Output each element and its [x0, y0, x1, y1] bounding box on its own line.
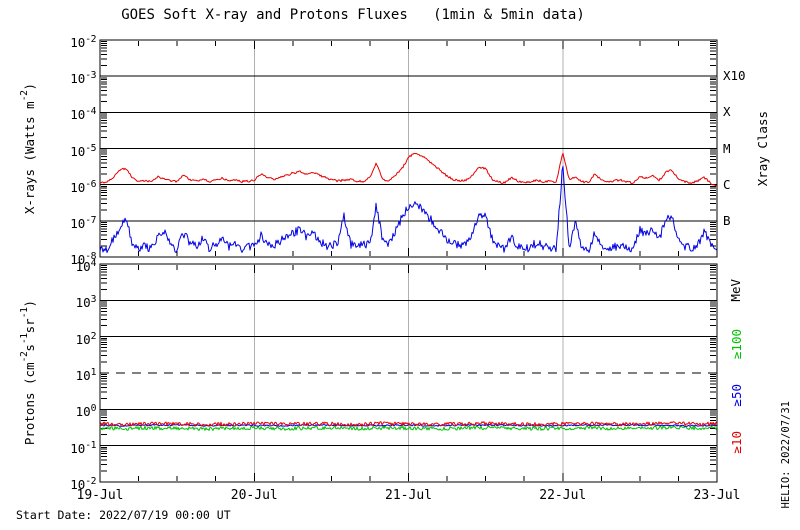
xray-long-flux-trace	[99, 152, 718, 187]
y-tick-label: 10-2	[70, 34, 96, 51]
y-tick-label: 10-1	[70, 439, 96, 456]
y-tick-label: 101	[75, 367, 97, 384]
x-tick-label: 22-Jul	[539, 488, 587, 503]
x-tick-label: 19-Jul	[76, 488, 124, 503]
xray-class-label: C	[723, 176, 731, 192]
xray-class-axis-title: Xray Class	[754, 110, 770, 187]
y-tick-label: 10-4	[70, 106, 96, 123]
xray-class-label: X10	[723, 68, 746, 84]
start-date-label: Start Date: 2022/07/19 00:00 UT	[16, 508, 231, 522]
x-tick-label: 20-Jul	[230, 488, 278, 503]
xray-class-label: X	[723, 104, 731, 120]
x-tick-label: 21-Jul	[385, 488, 432, 503]
y-tick-label: 102	[75, 330, 97, 347]
y-tick-label: 10-5	[70, 142, 96, 159]
protons-ge100MeV-trace	[99, 425, 718, 431]
x-tick-label: 23-Jul	[693, 488, 741, 503]
y-tick-label: 103	[75, 294, 97, 311]
y-tick-label: 10-7	[70, 214, 96, 231]
proton-energy-label: ≥10	[728, 430, 744, 454]
y-tick-label: 104	[75, 258, 97, 275]
y-tick-label: 10-6	[70, 178, 96, 195]
helio-watermark: HELIO: 2022/07/31	[780, 401, 792, 509]
y-tick-label: 100	[75, 403, 97, 420]
y-tick-label: 10-2	[70, 476, 96, 493]
protons-ge50MeV-trace	[99, 423, 718, 427]
protons-ge10MeV-trace	[99, 421, 718, 427]
helio-watermark-wrap: HELIO: 2022/07/31	[778, 392, 794, 518]
xray-short-flux-trace	[99, 165, 718, 253]
xray-class-axis-title-wrap: Xray Class	[754, 40, 770, 257]
chart-title: GOES Soft X-ray and Protons Fluxes (1min…	[121, 7, 585, 23]
proton-energy-label-wrap: ≥10	[728, 392, 744, 492]
y-tick-label: 10-3	[70, 70, 96, 87]
xray-class-label: M	[723, 140, 731, 156]
y-tick-label: 10-8	[70, 251, 96, 268]
xray-class-label: B	[723, 212, 731, 228]
